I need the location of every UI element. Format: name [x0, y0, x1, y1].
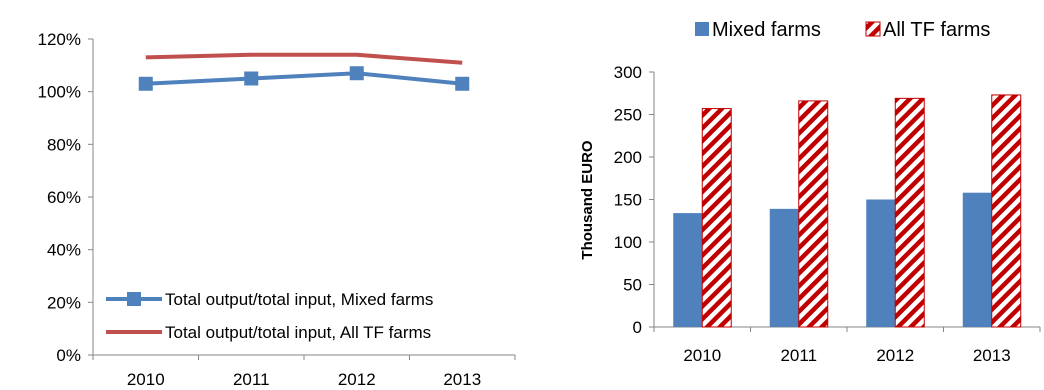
bar-mixed — [769, 208, 799, 327]
legend-entry-all-tf-line: Total output/total input, All TF farms — [106, 323, 431, 342]
bar-all-tf — [991, 94, 1022, 328]
legend-entry-mixed-line: Total output/total input, Mixed farms — [106, 290, 433, 309]
bar-chart-legend: Mixed farms All TF farms — [695, 19, 990, 41]
series-line-mixed — [145, 71, 463, 86]
line-chart-series — [138, 52, 470, 91]
x-tick-label: 2012 — [876, 346, 914, 365]
bar-mixed — [673, 213, 703, 327]
legend-swatch-mixed — [695, 22, 709, 36]
x-tick-label: 2010 — [127, 370, 165, 389]
line-chart: 0%20%40%60%80%100%120% 2010 2011 2012 2013 … — [38, 30, 516, 389]
bar-mixed — [866, 199, 896, 327]
x-tick-label: 2012 — [338, 370, 376, 389]
data-point-mixed — [138, 76, 153, 91]
bar-all-tf — [798, 100, 829, 328]
y-tick-label: 20% — [47, 293, 81, 312]
y-tick-label: 120% — [38, 30, 81, 49]
bar-all-tf — [701, 108, 732, 328]
y-tick-label: 100 — [614, 233, 642, 252]
series-line-all-tf — [145, 52, 463, 65]
y-tick-label: 0 — [633, 318, 642, 337]
data-point-mixed — [244, 71, 259, 86]
x-tick-label: 2013 — [973, 346, 1011, 365]
y-tick-label: 0% — [56, 346, 81, 365]
bar-all-tf — [894, 97, 925, 328]
x-tick-label: 2011 — [233, 370, 270, 389]
data-point-mixed — [455, 76, 470, 91]
y-tick-label: 100% — [38, 83, 81, 102]
bar-chart-y-axis-label: Thousand EURO — [579, 140, 596, 259]
line-chart-y-ticks: 0% 20% 40% 60% 80% 100% 120% — [38, 30, 93, 365]
bar-chart-y-ticks: 0 50 100 150 200 250 300 — [614, 63, 654, 337]
data-point-mixed — [349, 66, 364, 81]
y-tick-label: 80% — [47, 135, 81, 154]
y-tick-label: 150 — [614, 191, 642, 210]
legend-label-mixed-bar: Mixed farms — [712, 19, 821, 41]
y-tick-label: 250 — [614, 106, 642, 125]
legend-swatch-all-tf — [865, 21, 881, 37]
legend-entry-all-tf-bar: All TF farms — [865, 19, 990, 41]
bar-chart-bars — [673, 94, 1022, 328]
x-tick-label: 2011 — [780, 346, 817, 365]
bar-mixed — [962, 192, 992, 327]
legend-label-all-tf-line: Total output/total input, All TF farms — [165, 323, 431, 342]
y-tick-label: 50 — [623, 276, 642, 295]
legend-label-all-tf-bar: All TF farms — [883, 19, 990, 41]
y-tick-label: 60% — [47, 188, 81, 207]
line-chart-legend: Total output/total input, Mixed farms To… — [106, 290, 433, 342]
y-tick-label: 40% — [47, 241, 81, 260]
legend-entry-mixed-bar: Mixed farms — [695, 19, 821, 41]
y-tick-label: 200 — [614, 148, 642, 167]
x-tick-label: 2013 — [443, 370, 481, 389]
bar-chart-x-ticks: 2010 2011 2012 2013 — [653, 327, 1041, 365]
x-tick-label: 2010 — [683, 346, 721, 365]
y-tick-label: 300 — [614, 63, 642, 82]
legend-label-mixed-line: Total output/total input, Mixed farms — [165, 290, 433, 309]
line-chart-x-ticks: 2010 2011 2012 2013 — [92, 355, 516, 389]
